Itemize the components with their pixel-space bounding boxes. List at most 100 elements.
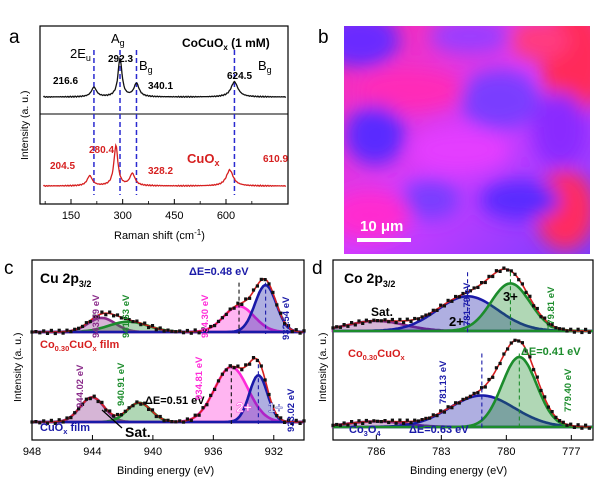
co2p-data-point — [450, 406, 454, 410]
cu2p-data-point — [189, 418, 193, 422]
cu2p-data-point — [92, 314, 96, 318]
cu2p-delta-upper: ΔE=0.48 eV — [189, 266, 249, 278]
raman-sample-cocuox: CoCuOx (1 mM) — [182, 36, 270, 52]
co2p-data-point — [461, 291, 465, 296]
cu2p-data-point — [158, 326, 162, 330]
co2p-data-point — [550, 410, 554, 414]
cu2p-data-point — [240, 368, 244, 372]
co2p-data-point — [546, 405, 550, 409]
co2p-label-781-13: 781.13 eV — [438, 360, 449, 404]
cu2p-data-point — [255, 358, 259, 363]
cu2p-data-point — [185, 417, 189, 421]
co2p-data-point — [368, 420, 372, 424]
cu2p-data-point — [251, 356, 256, 360]
cu2p-data-point — [158, 414, 162, 419]
co2p-data-point — [405, 317, 409, 321]
cu2p-data-point — [127, 406, 131, 410]
co2p-data-point — [446, 405, 450, 409]
co2p-data-point — [532, 368, 536, 372]
co2p-label-779-40: 779.40 eV — [563, 368, 574, 412]
co2p-data-point — [483, 385, 487, 389]
panel-a-raman: 150 300 450 600 CoCuOx (1 mM) CuOx 2Eu Ag B… — [19, 25, 289, 242]
raman-peak-610: 610.9 — [263, 154, 288, 165]
co2p-data-point — [350, 420, 354, 424]
raman-mode-2eu: 2Eu — [70, 46, 91, 63]
cu2p-data-point — [154, 414, 158, 419]
cu2p-data-point — [42, 329, 46, 333]
cu2p-data-point — [73, 327, 77, 331]
raman-peak-340: 340.1 — [148, 81, 173, 92]
cu2p-data-point — [38, 331, 42, 335]
co2p-data-point — [506, 268, 510, 272]
cu2p-data-point — [174, 420, 178, 424]
co2p-data-point — [587, 426, 591, 430]
cu2p-data-point — [197, 331, 201, 335]
cu2p-data-point — [170, 420, 174, 424]
co2p-data-point — [494, 269, 498, 273]
cu2p-data-point — [65, 416, 69, 420]
cu2p-title: Cu 2p3/2 — [40, 270, 91, 289]
cu2p-data-point — [104, 313, 108, 317]
co2p-data-point — [390, 418, 394, 422]
co2p-data-point — [572, 330, 576, 334]
cu2p-data-point — [255, 284, 259, 288]
co2p-data-point — [461, 397, 465, 401]
cu2p-data-point — [197, 413, 201, 417]
co2p-data-point — [413, 316, 417, 321]
co2p-data-point — [346, 324, 350, 328]
panel-d-frame — [332, 259, 594, 441]
co2p-data-point — [368, 320, 372, 324]
co2p-data-point — [502, 352, 506, 356]
co2p-data-point — [376, 419, 380, 423]
raman-line-cuox — [42, 143, 287, 188]
co2p-data-point — [543, 316, 547, 320]
cu2p-data-point — [147, 407, 151, 411]
co2p-data-point — [331, 423, 335, 427]
co2p-data-point — [483, 280, 487, 285]
co2p-data-point — [446, 298, 450, 302]
co2p-data-point — [346, 423, 350, 427]
co2p-data-point — [361, 321, 365, 325]
cu2p-data-point — [263, 378, 267, 382]
co2p-data-point — [472, 391, 476, 395]
cu2p-data-point — [123, 316, 127, 321]
cu2p-data-point — [220, 316, 224, 320]
cu2p-data-point — [166, 328, 170, 332]
co2p-data-point — [394, 320, 398, 325]
co2p-data-point — [398, 317, 402, 321]
co2p-data-point — [442, 410, 446, 414]
cu2p-data-point — [181, 420, 186, 424]
co2p-state-3plus: 3+ — [503, 289, 518, 304]
co2p-data-point — [428, 312, 432, 316]
cu2p-data-point — [162, 329, 166, 333]
cu2p-data-point — [80, 402, 85, 406]
cu2p-data-point — [49, 328, 53, 332]
cu2p-label-941-63: 941.63 eV — [121, 294, 132, 338]
co2p-title: Co 2p3/2 — [344, 270, 395, 289]
co2p-data-point — [535, 306, 539, 311]
cu2p-data-point — [279, 311, 283, 315]
raman-peak-328: 328.2 — [148, 166, 173, 177]
co2p-data-point — [379, 319, 383, 323]
cu2p-data-point — [232, 366, 236, 370]
cu2p-data-point — [34, 330, 38, 334]
co2p-data-point — [457, 401, 461, 405]
cu2p-data-point — [108, 409, 112, 413]
co2p-data-point — [431, 308, 435, 312]
cu2p-data-point — [108, 310, 112, 314]
cu2p-data-point — [119, 413, 123, 417]
co2p-data-point — [398, 418, 402, 422]
cu2p-data-point — [69, 416, 73, 420]
co2p-data-point — [394, 421, 398, 425]
co2p-data-point — [424, 313, 428, 317]
co2p-data-point — [554, 326, 558, 330]
co2p-xtick-label: 777 — [562, 446, 580, 458]
co2p-data-point — [424, 416, 428, 420]
cu2p-data-point — [286, 324, 291, 328]
co2p-data-point — [517, 339, 521, 343]
co2p-data-point — [413, 418, 417, 422]
co2p-data-point — [532, 304, 536, 308]
co2p-data-point — [558, 327, 562, 331]
co2p-data-point — [561, 420, 565, 424]
